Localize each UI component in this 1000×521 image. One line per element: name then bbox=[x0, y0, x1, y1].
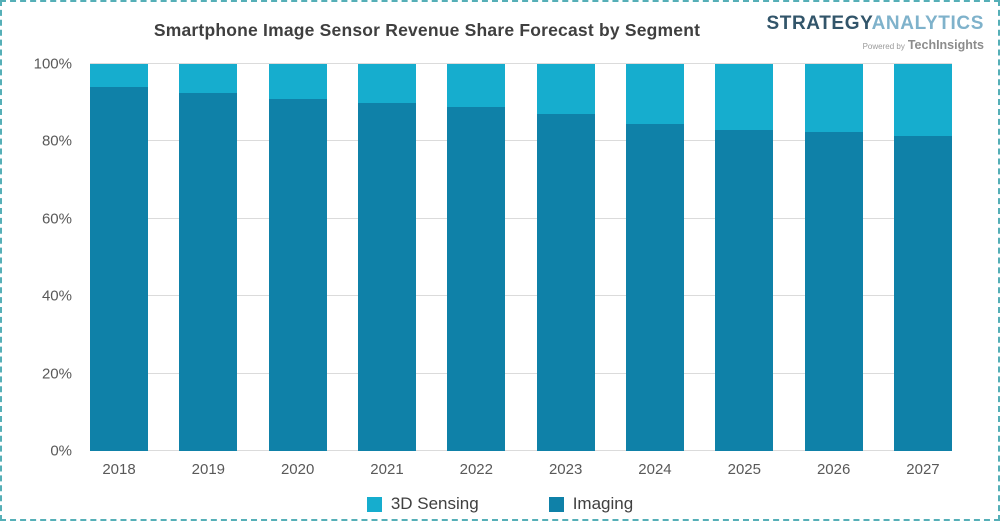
bar-segment-3d-sensing-2019 bbox=[179, 64, 238, 94]
y-tick-label-20: 20% bbox=[41, 365, 72, 383]
legend-item-3d-sensing: 3D Sensing bbox=[366, 494, 479, 514]
x-tick-label-2019: 2019 bbox=[191, 461, 226, 478]
logo-brand-primary: STRATEGY bbox=[766, 13, 872, 34]
bar-segment-3d-sensing-2018 bbox=[90, 64, 148, 88]
x-tick-label-2025: 2025 bbox=[727, 461, 761, 478]
legend-label-imaging: Imaging bbox=[572, 494, 634, 513]
bar-segment-imaging-2027 bbox=[893, 135, 952, 451]
y-tick-label-40: 40% bbox=[41, 287, 72, 305]
bar-segment-3d-sensing-2027 bbox=[893, 64, 952, 136]
x-tick-label-2018: 2018 bbox=[102, 461, 136, 478]
y-axis: 0% 20% 40% 60% 80% 100% bbox=[2, 56, 80, 460]
bar-segment-3d-sensing-2021 bbox=[357, 64, 416, 103]
bar-2020 bbox=[268, 64, 327, 451]
bar-segment-imaging-2026 bbox=[804, 131, 863, 451]
x-tick-label-2022: 2022 bbox=[459, 461, 493, 478]
bar-segment-3d-sensing-2022 bbox=[447, 64, 506, 107]
bar-segment-3d-sensing-2023 bbox=[536, 64, 595, 115]
x-axis: 2018 2019 2020 2021 2022 2023 2024 2025 2026 2027 bbox=[90, 451, 952, 478]
bar-segment-imaging-2025 bbox=[715, 129, 774, 451]
bar-2027 bbox=[893, 64, 952, 451]
legend: 3D Sensing Imaging bbox=[2, 494, 998, 514]
x-tick-label-2021: 2021 bbox=[370, 461, 404, 478]
bar-segment-3d-sensing-2024 bbox=[625, 64, 684, 124]
x-tick-label-2024: 2024 bbox=[638, 461, 672, 478]
bar-2021 bbox=[357, 64, 416, 451]
x-tick-label-2023: 2023 bbox=[548, 461, 583, 478]
bar-segment-imaging-2020 bbox=[268, 98, 327, 451]
bar-segment-3d-sensing-2026 bbox=[804, 64, 863, 132]
bars-layer bbox=[90, 64, 952, 451]
logo-powered-line: Powered by TechInsights bbox=[767, 36, 984, 54]
y-tick-label-0: 0% bbox=[50, 442, 72, 460]
bar-2023 bbox=[536, 64, 595, 451]
logo-brand-secondary: ANALYTICS bbox=[871, 13, 984, 34]
legend-item-imaging: Imaging bbox=[548, 494, 634, 514]
bar-2025 bbox=[715, 64, 774, 451]
legend-label-3d-sensing: 3D Sensing bbox=[390, 494, 479, 513]
bar-2022 bbox=[447, 64, 506, 451]
x-tick-label-2020: 2020 bbox=[280, 461, 315, 478]
gridline-80 bbox=[90, 140, 952, 142]
x-tick-label-2027: 2027 bbox=[906, 461, 940, 478]
bar-segment-imaging-2024 bbox=[625, 124, 684, 451]
bar-2024 bbox=[625, 64, 684, 451]
legend-swatch-3d-sensing bbox=[366, 496, 382, 512]
bar-segment-imaging-2019 bbox=[179, 93, 238, 451]
y-tick-label-60: 60% bbox=[41, 210, 72, 228]
bar-segment-3d-sensing-2020 bbox=[268, 64, 327, 99]
bar-segment-imaging-2022 bbox=[447, 106, 506, 451]
gridline-100 bbox=[90, 63, 952, 64]
legend-swatch-imaging bbox=[548, 496, 564, 512]
y-tick-label-80: 80% bbox=[41, 132, 72, 150]
bar-segment-imaging-2018 bbox=[90, 87, 148, 451]
bar-segment-3d-sensing-2025 bbox=[715, 64, 774, 130]
plot-area bbox=[90, 63, 952, 451]
strategy-analytics-logo: STRATEGYANALYTICS Powered by TechInsights bbox=[766, 13, 985, 54]
logo-techinsights-text: TechInsights bbox=[907, 37, 984, 52]
gridline-0 bbox=[90, 450, 952, 451]
bar-segment-imaging-2023 bbox=[536, 114, 595, 451]
bar-2018 bbox=[90, 64, 148, 451]
bar-segment-imaging-2021 bbox=[357, 102, 416, 451]
gridline-60 bbox=[90, 217, 952, 219]
chart-title: Smartphone Image Sensor Revenue Share Fo… bbox=[153, 20, 701, 40]
bar-2026 bbox=[804, 64, 863, 451]
gridline-20 bbox=[90, 372, 952, 374]
logo-powered-by-text: Powered by bbox=[862, 41, 905, 51]
gridline-40 bbox=[90, 295, 952, 297]
logo-brand-line: STRATEGYANALYTICS bbox=[766, 13, 985, 35]
y-tick-label-100: 100% bbox=[33, 55, 72, 73]
bar-2019 bbox=[179, 64, 238, 451]
x-tick-label-2026: 2026 bbox=[816, 461, 851, 478]
